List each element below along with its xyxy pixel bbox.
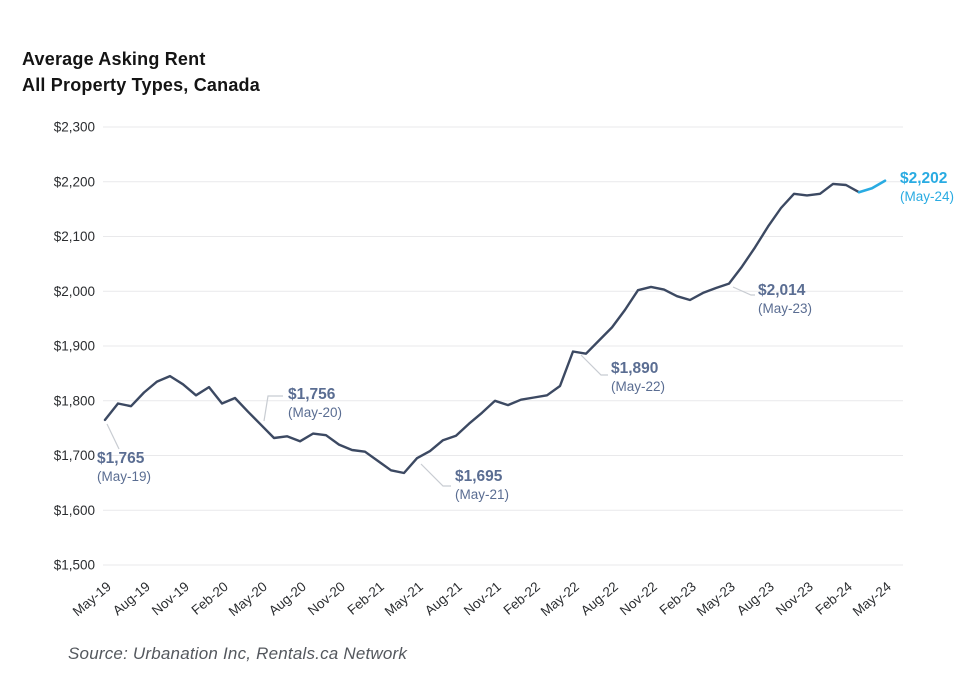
annotation-value: $2,202	[900, 170, 947, 187]
annotation-date: (May-19)	[97, 469, 151, 484]
x-axis-tick-label: Nov-19	[149, 579, 192, 618]
annotation-leader-line	[263, 395, 283, 422]
x-axis-tick-label: Nov-21	[461, 579, 504, 618]
annotation-value: $1,765	[97, 450, 145, 467]
annotation-date: (May-20)	[288, 405, 342, 420]
rent-series-line-highlight	[857, 179, 887, 194]
x-axis-tick-label: Aug-19	[110, 579, 153, 618]
y-axis-tick-label: $1,500	[54, 558, 95, 573]
annotation-value: $1,695	[455, 468, 503, 485]
x-axis-tick-label: Feb-24	[813, 578, 856, 617]
x-axis-tick-label: May-19	[70, 579, 114, 619]
x-axis-tick-label: Feb-20	[189, 579, 231, 618]
annotation-leader-line	[420, 463, 451, 487]
annotation-value: $2,014	[758, 282, 806, 299]
x-axis-tick-label: May-23	[694, 579, 738, 619]
chart-title: Average Asking Rent All Property Types, …	[22, 20, 260, 124]
annotation-value: $1,890	[611, 360, 658, 377]
x-axis-tick-label: May-24	[850, 578, 895, 619]
annotation-date: (May-21)	[455, 487, 509, 502]
y-axis-tick-label: $1,600	[54, 503, 95, 518]
annotation-date: (May-22)	[611, 379, 665, 394]
annotation-date: (May-23)	[758, 301, 812, 316]
annotation-leader-line	[580, 354, 608, 376]
y-axis-tick-label: $2,200	[54, 174, 95, 189]
annotation-date: (May-24)	[900, 189, 954, 204]
annotation-leader-line	[106, 423, 120, 450]
y-axis-tick-label: $1,900	[54, 339, 95, 354]
chart-title-line1: Average Asking Rent	[22, 49, 206, 69]
rent-series-line	[103, 182, 861, 475]
y-axis-tick-label: $2,300	[54, 120, 95, 135]
x-axis-tick-label: Feb-23	[657, 579, 699, 618]
x-axis-tick-label: Nov-23	[773, 579, 816, 618]
x-axis-tick-label: Aug-21	[422, 579, 465, 618]
annotation-value: $1,756	[288, 386, 336, 403]
x-axis-tick-label: May-20	[226, 579, 270, 619]
x-axis-tick-label: May-22	[538, 579, 582, 619]
x-axis-tick-label: Nov-20	[305, 579, 348, 618]
source-note: Source: Urbanation Inc, Rentals.ca Netwo…	[68, 644, 408, 663]
chart-title-line2: All Property Types, Canada	[22, 75, 260, 95]
annotation-leader-line	[732, 286, 755, 296]
x-axis-tick-label: Feb-22	[501, 579, 543, 618]
x-axis-tick-label: May-21	[382, 579, 426, 619]
y-axis-tick-label: $1,800	[54, 393, 95, 408]
x-axis-tick-label: Aug-23	[734, 579, 777, 618]
x-axis-tick-label: Feb-21	[345, 579, 387, 618]
y-axis-tick-label: $2,100	[54, 229, 95, 244]
x-axis-tick-label: Aug-22	[578, 579, 621, 618]
x-axis-tick-label: Nov-22	[617, 579, 660, 618]
y-axis-tick-label: $2,000	[54, 284, 95, 299]
y-axis-tick-label: $1,700	[54, 448, 95, 463]
x-axis-tick-label: Aug-20	[266, 579, 309, 618]
